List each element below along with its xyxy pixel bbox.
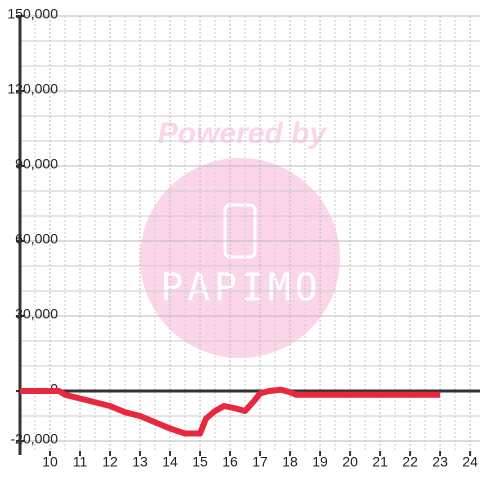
phone-icon bbox=[223, 203, 257, 259]
x-tick-label: 10 bbox=[42, 454, 58, 470]
y-tick-label: 120,000 bbox=[7, 81, 58, 97]
y-tick-label: 30,000 bbox=[15, 306, 58, 322]
x-tick-label: 23 bbox=[432, 454, 448, 470]
x-tick-label: 12 bbox=[102, 454, 118, 470]
x-tick-label: 15 bbox=[192, 454, 208, 470]
x-tick-label: 13 bbox=[132, 454, 148, 470]
y-tick-label: -20,000 bbox=[11, 431, 59, 447]
data-line bbox=[20, 386, 441, 437]
x-tick-label: 11 bbox=[73, 454, 88, 470]
x-tick-label: 18 bbox=[282, 454, 298, 470]
watermark-title: Powered by bbox=[158, 117, 328, 150]
watermark-brand: PAPIMO bbox=[160, 266, 321, 310]
x-tick-label: 21 bbox=[372, 454, 388, 470]
x-tick-label: 20 bbox=[342, 454, 358, 470]
x-tick-label: 19 bbox=[312, 454, 328, 470]
x-tick-label: 17 bbox=[252, 454, 268, 470]
y-tick-label: 150,000 bbox=[7, 6, 58, 22]
y-tick-label: 60,000 bbox=[15, 231, 58, 247]
y-tick-label: 90,000 bbox=[15, 156, 58, 172]
x-tick-label: 24 bbox=[462, 454, 478, 470]
x-tick-label: 14 bbox=[162, 454, 178, 470]
x-tick-label: 16 bbox=[222, 454, 238, 470]
x-tick-label: 22 bbox=[402, 454, 418, 470]
